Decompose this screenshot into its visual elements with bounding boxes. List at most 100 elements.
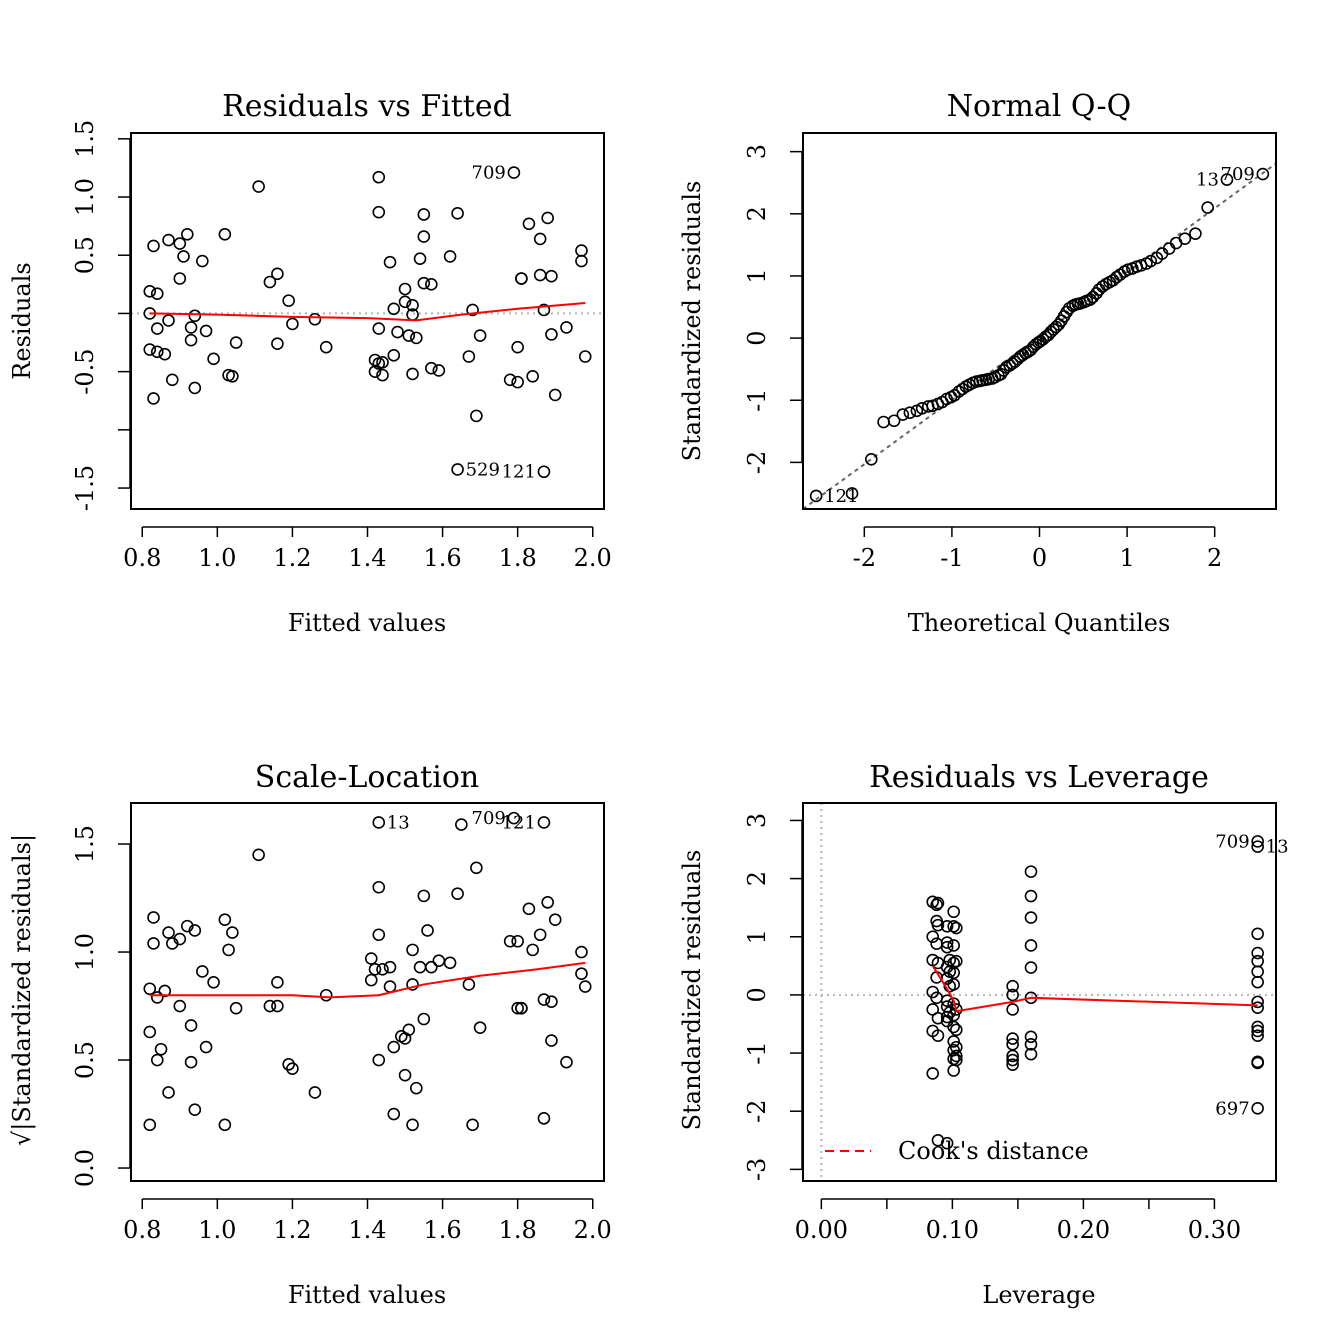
data-point [1251,927,1264,941]
data-point [150,345,164,359]
data-point [947,1035,960,1048]
data-point [1006,1003,1019,1016]
data-point [252,180,265,193]
y-tick-label: 0.5 [71,236,99,274]
y-tick-label: 2 [743,206,771,221]
data-point [218,1118,232,1132]
data-point [158,984,172,998]
plot-frame [130,802,605,1182]
data-point [417,889,431,903]
data-point [162,926,175,939]
data-point [184,333,198,347]
data-point [199,324,213,338]
data-point [575,254,588,268]
data-point [503,934,517,948]
data-point [522,217,536,231]
data-point [143,343,157,356]
data-point [1006,1049,1019,1063]
data-point [931,1029,945,1042]
data-point [263,999,277,1013]
y-tick-label: 0 [743,987,771,1002]
data-point [372,170,386,184]
data-point [162,314,175,327]
data-point [451,463,464,476]
data-point [947,978,960,991]
panel-title: Normal Q-Q [947,89,1132,124]
smooth-line [931,965,1258,1013]
data-point [402,329,416,342]
data-point [147,392,160,405]
data-point [1086,290,1100,304]
x-tick-label: 1 [1119,544,1134,572]
data-point [218,913,232,926]
x-tick-label: 0.8 [123,544,161,572]
data-point [402,1023,416,1037]
data-point [1251,840,1264,853]
data-point [383,960,397,974]
y-tick-label: 0.5 [71,1041,99,1079]
data-point [466,303,479,317]
data-point [184,1019,198,1032]
data-point [578,980,592,993]
data-point [188,381,202,395]
point-id-label: 709 [472,808,506,829]
data-point [462,350,476,363]
point-id-label: 121 [502,812,536,833]
data-point [470,861,483,875]
panel-title: Residuals vs Leverage [869,760,1209,795]
data-point [560,1055,573,1069]
data-point [515,1001,528,1015]
data-point [417,208,431,221]
data-point [451,887,464,901]
data-point [947,919,960,933]
data-point [173,272,187,285]
panel-title: Residuals vs Fitted [222,89,512,124]
data-point [949,1040,963,1054]
data-point [560,321,573,334]
data-point [177,250,190,263]
data-point [470,409,483,423]
data-point [533,928,547,942]
x-axis-label: Fitted values [288,1281,446,1309]
data-point [545,1034,558,1047]
data-point [226,926,239,939]
data-point [545,269,558,283]
x-axis-label: Fitted values [288,609,446,637]
y-tick-label: 1.5 [71,825,99,863]
data-point [947,939,960,952]
data-point [1220,173,1234,186]
data-point [218,227,232,241]
data-point [511,934,524,948]
data-point [931,918,945,932]
data-point [1251,975,1264,989]
y-tick-label: -1.5 [71,465,99,511]
x-tick-label: 1.2 [273,1216,311,1244]
data-point [940,1136,954,1150]
data-point [537,303,551,317]
data-point [940,940,954,954]
y-tick-label: 0.0 [71,1149,99,1187]
data-point [1024,939,1038,952]
data-point [196,254,209,268]
data-point [417,1012,431,1026]
data-point [443,250,457,263]
y-axis-label: Standardized residuals [678,850,706,1131]
data-point [282,1058,295,1071]
data-point [548,388,562,402]
data-point [173,999,187,1013]
data-point [896,408,910,421]
point-id-label: 13 [1196,170,1219,191]
data-point [1144,254,1158,268]
data-point [150,1053,164,1067]
data-point [226,369,239,383]
data-point [537,993,551,1006]
qq-reference-line [803,162,1276,509]
panel-marks-0: 709 529 121 0.8 1.0 1.2 1.4 1.6 1.8 2.0 -1.5 -0.5 0.… [71,120,612,572]
data-point [372,205,386,219]
data-point [949,1049,963,1063]
data-point [387,1040,401,1054]
point-id-label: 709 [1215,831,1249,852]
x-tick-label: 1.8 [499,1216,537,1244]
data-point [931,896,945,910]
